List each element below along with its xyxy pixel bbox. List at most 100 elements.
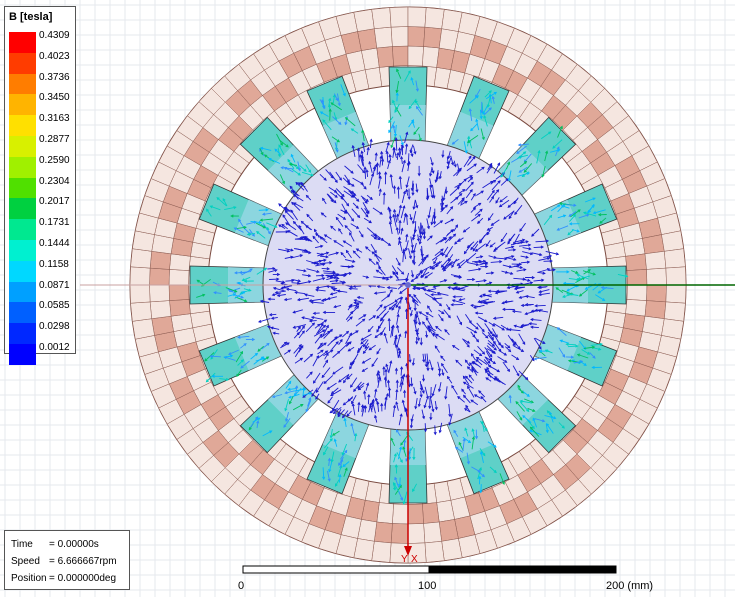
coil-segment	[626, 254, 647, 271]
legend-swatch	[9, 219, 36, 240]
speed-label: Speed	[11, 556, 49, 567]
coil-segment	[666, 285, 686, 303]
coil-segment	[645, 251, 666, 269]
origin-marker	[405, 282, 411, 288]
legend-swatch	[9, 74, 36, 95]
coil-segment	[150, 301, 171, 319]
coil-segment	[424, 27, 442, 48]
flux-arrow	[564, 283, 575, 284]
coil-segment	[372, 8, 391, 29]
scale-bar-dark	[429, 566, 616, 573]
scale-label-100: 100	[418, 580, 436, 592]
coil-segment	[408, 46, 424, 66]
legend-tick-label: 0.0012	[39, 342, 70, 353]
coil-segment	[626, 299, 647, 316]
speed-value: = 6.666667rpm	[49, 556, 117, 567]
coil-segment	[392, 46, 408, 66]
legend-tick-label: 0.2877	[39, 134, 70, 145]
coil-segment	[170, 254, 191, 271]
coil-segment	[645, 301, 666, 319]
coil-segment	[169, 269, 189, 285]
flux-arrow	[434, 212, 435, 224]
coil-segment	[377, 503, 394, 524]
legend-tick-label: 0.0585	[39, 300, 70, 311]
coil-segment	[130, 285, 150, 303]
legend-tick-label: 0.2304	[39, 176, 70, 187]
legend-title: B [tesla]	[9, 11, 52, 23]
coil-segment	[354, 9, 375, 31]
coil-segment	[374, 27, 392, 48]
flux-arrow	[431, 387, 432, 398]
coil-segment	[422, 47, 439, 68]
coil-segment	[664, 249, 685, 268]
coil-segment	[150, 268, 170, 285]
coil-segment	[422, 503, 439, 524]
legend-tick-label: 0.0871	[39, 280, 70, 291]
coil-segment	[664, 302, 685, 321]
coil-segment	[408, 504, 424, 524]
coil-segment	[408, 7, 426, 27]
time-value: = 0.00000s	[49, 539, 99, 550]
coil-segment	[424, 522, 442, 543]
coil-segment	[150, 285, 170, 302]
legend-tick-label: 0.3450	[39, 92, 70, 103]
coil-segment	[150, 251, 171, 269]
legend-swatch	[9, 261, 36, 282]
coil-segment	[169, 285, 189, 301]
coil-segment	[372, 541, 391, 562]
flux-arrow	[400, 221, 401, 234]
legend-swatch	[9, 157, 36, 178]
legend-tick-label: 0.4023	[39, 51, 70, 62]
scale-label-200: 200 (mm)	[606, 580, 653, 592]
scale-label-0: 0	[238, 580, 244, 592]
legend-swatch	[9, 136, 36, 157]
coil-segment	[374, 522, 392, 543]
coil-segment	[130, 267, 150, 285]
legend-swatch	[9, 94, 36, 115]
info-position-row: Position= 0.000000deg	[11, 573, 116, 584]
coil-segment	[627, 285, 647, 301]
coil-segment	[425, 541, 444, 562]
coil-segment	[391, 27, 408, 47]
time-label: Time	[11, 539, 49, 550]
coil-segment	[132, 319, 154, 340]
coil-segment	[647, 268, 667, 285]
legend-tick-label: 0.3736	[39, 72, 70, 83]
legend-swatch	[9, 32, 36, 53]
legend-swatch	[9, 344, 36, 365]
info-speed-row: Speed= 6.666667rpm	[11, 556, 117, 567]
info-time-row: Time= 0.00000s	[11, 539, 99, 550]
coil-segment	[647, 285, 667, 302]
legend-tick-label: 0.1731	[39, 217, 70, 228]
position-value: = 0.000000deg	[49, 573, 116, 584]
coil-segment	[408, 27, 425, 47]
flux-arrow	[365, 167, 366, 179]
legend-swatch	[9, 240, 36, 261]
axis-y-label: Y	[401, 554, 408, 565]
coil-segment	[627, 269, 647, 285]
legend-swatch	[9, 323, 36, 344]
coil-segment	[666, 267, 686, 285]
legend-tick-label: 0.0298	[39, 321, 70, 332]
flux-arrow	[389, 319, 390, 331]
position-label: Position	[11, 573, 49, 584]
legend-tick-label: 0.2590	[39, 155, 70, 166]
legend-swatch	[9, 115, 36, 136]
flux-arrow	[330, 109, 331, 120]
legend-swatch	[9, 282, 36, 303]
coil-segment	[425, 8, 444, 29]
legend-swatch	[9, 53, 36, 74]
scale-bar	[243, 566, 616, 573]
coil-segment	[131, 302, 152, 321]
legend-swatch	[9, 302, 36, 323]
legend-swatch	[9, 198, 36, 219]
legend-tick-label: 0.1158	[39, 259, 69, 270]
legend-swatch	[9, 178, 36, 199]
coil-segment	[131, 249, 152, 268]
coil-segment	[377, 47, 394, 68]
scale-bar-light	[243, 566, 429, 573]
simulation-info-box: Time= 0.00000s Speed= 6.666667rpm Positi…	[4, 530, 130, 590]
